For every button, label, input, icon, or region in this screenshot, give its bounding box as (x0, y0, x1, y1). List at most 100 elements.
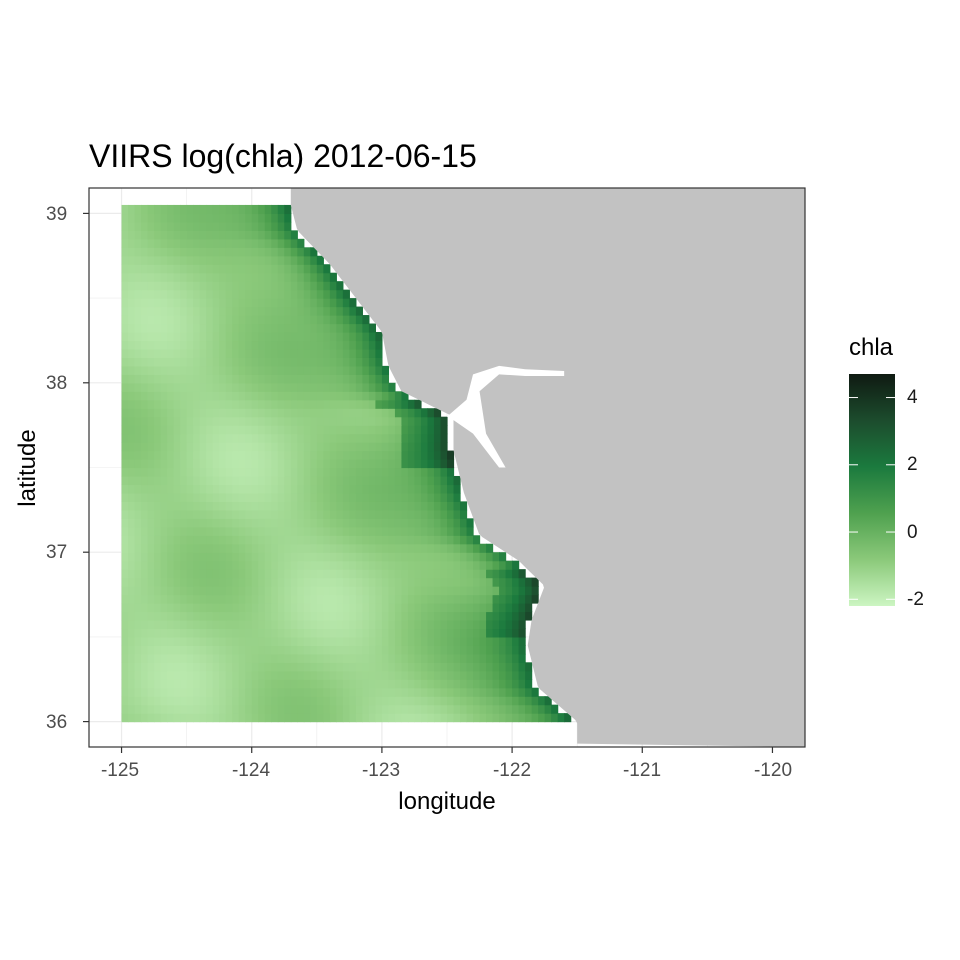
chla-cell (206, 713, 214, 723)
chla-cell (206, 603, 214, 613)
chla-cell (134, 492, 142, 502)
chla-cell (518, 713, 526, 723)
chla-cell (271, 586, 279, 596)
chla-cell (401, 501, 409, 511)
chla-cell (316, 670, 324, 680)
chla-cell (193, 594, 201, 604)
chla-cell (186, 238, 194, 248)
chla-cell (303, 492, 311, 502)
chla-cell (381, 687, 390, 697)
chla-cell (453, 509, 461, 519)
chla-cell (134, 315, 142, 325)
chla-cell (271, 569, 279, 579)
chla-cell (420, 704, 429, 714)
chla-cell (433, 442, 442, 452)
chla-cell (375, 450, 383, 460)
chla-cell (232, 399, 240, 409)
chla-cell (167, 391, 175, 401)
chla-cell (499, 653, 507, 663)
chla-cell (206, 204, 214, 215)
chla-cell (186, 204, 194, 215)
chla-cell (323, 586, 331, 596)
chla-cell (466, 619, 474, 630)
chla-cell (414, 433, 422, 443)
chla-cell (193, 586, 201, 596)
chla-cell (414, 475, 422, 486)
chla-cell (284, 509, 292, 519)
chla-cell (310, 619, 318, 630)
chla-cell (238, 509, 246, 519)
chla-cell (414, 509, 422, 519)
chla-cell (134, 264, 142, 274)
chla-cell (186, 365, 194, 375)
chla-cell (251, 247, 259, 257)
chla-cell (154, 670, 162, 680)
chla-cell (225, 611, 233, 621)
chla-cell (134, 475, 142, 486)
chla-cell (271, 391, 279, 401)
chla-cell (297, 611, 305, 621)
chla-cell (505, 696, 513, 706)
chla-cell (486, 628, 494, 638)
chla-cell (342, 518, 350, 528)
chla-cell (388, 399, 396, 409)
chla-cell (394, 645, 403, 655)
chla-cell (447, 670, 455, 680)
chla-cell (264, 433, 272, 443)
chla-cell (258, 459, 266, 469)
chla-cell (447, 543, 455, 553)
chla-cell (310, 306, 318, 316)
chla-cell (355, 611, 363, 621)
chla-cell (407, 552, 416, 562)
chla-cell (173, 323, 181, 333)
chla-cell (128, 306, 136, 316)
chla-cell (173, 611, 181, 621)
chla-cell (349, 594, 357, 604)
chla-cell (349, 408, 357, 418)
chla-cell (486, 577, 494, 587)
chla-cell (329, 628, 337, 638)
chla-cell (323, 543, 331, 553)
chla-cell (368, 569, 376, 579)
chla-cell (167, 552, 175, 562)
chla-cell (297, 255, 305, 265)
chla-cell (134, 425, 142, 435)
chla-cell (355, 518, 363, 528)
chla-cell (225, 306, 233, 316)
chla-cell (303, 450, 311, 460)
chla-cell (303, 331, 311, 342)
chla-cell (212, 509, 220, 519)
chla-cell (147, 391, 155, 401)
chla-cell (486, 670, 494, 680)
chla-cell (453, 526, 461, 536)
chla-cell (297, 289, 305, 299)
chla-cell (336, 340, 344, 350)
chla-cell (368, 687, 376, 697)
chla-cell (212, 662, 220, 672)
chla-cell (284, 603, 292, 613)
chla-cell (349, 628, 357, 638)
chla-cell (199, 518, 207, 528)
chla-cell (212, 213, 220, 223)
chla-cell (460, 636, 468, 646)
chla-cell (407, 408, 416, 418)
chla-cell (388, 577, 396, 587)
chla-cell (251, 619, 259, 630)
chla-cell (447, 679, 455, 689)
chla-cell (297, 594, 305, 604)
chla-cell (206, 433, 214, 443)
chla-cell (316, 653, 324, 663)
chla-cell (355, 679, 363, 689)
chla-cell (173, 306, 181, 316)
chla-cell (121, 425, 129, 435)
chla-cell (245, 425, 253, 435)
chla-cell (362, 382, 370, 392)
chla-cell (147, 281, 155, 291)
chla-cell (199, 298, 207, 308)
chla-cell (206, 272, 214, 282)
chla-cell (381, 603, 390, 613)
chla-cell (342, 399, 350, 409)
chla-cell (128, 247, 136, 257)
chla-cell (355, 653, 363, 663)
chla-cell (167, 442, 175, 452)
